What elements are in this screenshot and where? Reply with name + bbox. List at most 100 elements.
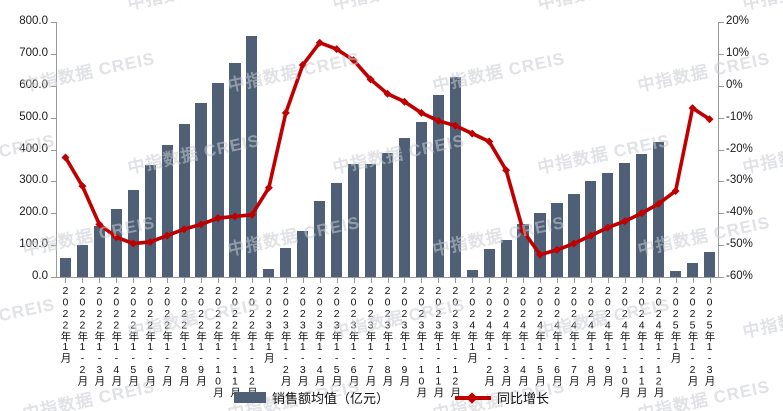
bar[interactable] xyxy=(331,182,343,277)
line-marker[interactable]: 2022年1-10月 -41.5% xyxy=(214,214,223,223)
bar[interactable] xyxy=(127,189,139,277)
y-axis-right-tick-label: -20% xyxy=(726,142,753,155)
line-marker[interactable]: 2024年1-2月 -17.5% xyxy=(485,137,494,146)
bar[interactable] xyxy=(703,252,716,277)
x-axis-tick-label: 2025年1-2月 xyxy=(686,285,699,386)
diamond-marker-icon xyxy=(466,391,478,404)
line-marker[interactable]: 2023年1-7月 2% xyxy=(366,75,375,84)
line-marker[interactable]: 2022年1-5月 -49.5% xyxy=(129,239,138,248)
bar[interactable] xyxy=(585,181,597,277)
line-marker[interactable]: 2024年1-12月 -37% xyxy=(654,199,663,208)
bar[interactable] xyxy=(398,137,411,277)
y-axis-left-tick-label: 400.0 xyxy=(19,142,48,155)
bar[interactable] xyxy=(110,209,122,277)
line-marker[interactable]: 2022年1月 -22.5% xyxy=(61,153,70,162)
x-axis-tick-mark xyxy=(709,278,711,283)
x-axis-tick-mark xyxy=(218,278,219,283)
bar[interactable] xyxy=(212,82,224,277)
line-marker[interactable]: 2023年1-2月 -8.5% xyxy=(281,108,290,117)
line-marker[interactable]: 2023年1-4月 13.5% xyxy=(315,38,324,47)
bar[interactable] xyxy=(229,62,241,277)
y-axis-right-tick-mark xyxy=(719,213,724,215)
line-marker[interactable]: 2023年1-6月 8% xyxy=(349,56,358,65)
bar[interactable] xyxy=(364,163,377,277)
bar[interactable] xyxy=(449,76,461,277)
line-marker[interactable]: 2023年1-11月 -11% xyxy=(434,116,443,125)
line-marker[interactable]: 2022年1-2月 -31.5% xyxy=(78,182,87,191)
bar[interactable] xyxy=(59,257,72,277)
x-axis-tick-mark xyxy=(184,278,186,283)
line-marker[interactable]: 2024年1-6月 -51.5% xyxy=(552,245,561,254)
line-marker[interactable]: 2023年1-9月 -5% xyxy=(400,97,409,106)
line-marker[interactable]: 2024年1-9月 -44.5% xyxy=(603,223,612,232)
bar[interactable] xyxy=(534,213,546,277)
x-axis-tick-mark xyxy=(523,278,525,283)
line-marker[interactable]: 2023年1-5月 11.5% xyxy=(332,45,341,54)
line-marker[interactable]: 2025年1月 -33% xyxy=(671,186,680,195)
line-series: 2022年1月 -22.5% 2022年1-2月 -31.5% 2022年1-3月 … xyxy=(61,38,714,259)
bar[interactable] xyxy=(144,164,156,277)
line-marker[interactable]: 2024年1-10月 -42.5% xyxy=(620,217,629,226)
x-axis-tick-mark xyxy=(319,278,321,283)
line-marker[interactable]: 2022年1-9月 -43.5% xyxy=(197,220,206,229)
x-axis-tick-label: 2022年1-12月 xyxy=(245,285,258,397)
x-axis-tick-label: 2024年1-5月 xyxy=(534,285,547,386)
line-marker[interactable]: 2025年1-2月 -7% xyxy=(688,104,697,113)
bar[interactable] xyxy=(348,163,360,277)
bar[interactable] xyxy=(466,270,478,277)
bar[interactable] xyxy=(195,103,207,277)
x-axis-tick-mark xyxy=(624,278,626,283)
bar[interactable] xyxy=(178,124,190,277)
bar[interactable] xyxy=(670,270,682,277)
bar[interactable] xyxy=(263,269,275,277)
line-marker[interactable]: 2022年1-6月 -49% xyxy=(146,237,155,246)
y-axis-right-tick-label: 0% xyxy=(726,78,743,91)
bar[interactable] xyxy=(432,95,444,277)
bar[interactable] xyxy=(500,239,512,277)
line-marker[interactable]: 2024年1-7月 -49.5% xyxy=(569,239,578,248)
x-axis-tick-label: 2023年1-8月 xyxy=(381,285,394,386)
bar[interactable] xyxy=(297,230,309,277)
bar[interactable] xyxy=(314,201,326,277)
bar[interactable] xyxy=(551,202,563,277)
legend-item-bar[interactable]: 销售额均值（亿元） xyxy=(233,388,389,407)
line-marker[interactable]: 2024年1-8月 -47% xyxy=(586,231,595,240)
bar[interactable] xyxy=(381,152,394,277)
line-marker[interactable]: 2022年1-12月 -40.5% xyxy=(247,210,256,219)
bar[interactable] xyxy=(568,193,580,277)
line-marker[interactable]: 2022年1-3月 -43.5% xyxy=(95,220,104,229)
y-axis-left-tick-mark xyxy=(51,85,56,87)
line-marker[interactable]: 2022年1-7月 -47% xyxy=(163,231,172,240)
line-marker[interactable]: 2025年1-3月 -10.5% xyxy=(705,115,714,124)
bar[interactable] xyxy=(76,245,88,277)
bar[interactable] xyxy=(686,262,699,277)
legend-item-line[interactable]: 同比增长 xyxy=(455,388,549,407)
bar[interactable] xyxy=(653,142,665,277)
line-marker[interactable]: 2024年1-5月 -53% xyxy=(536,250,545,259)
x-axis-tick-mark xyxy=(201,278,203,283)
line-marker[interactable]: 2023年1-8月 -2.5% xyxy=(383,89,392,98)
bar[interactable] xyxy=(415,121,427,277)
line-marker[interactable]: 2023年1-12月 -12.5% xyxy=(451,121,460,130)
line-marker[interactable]: 2023年1月 -32% xyxy=(264,183,273,192)
bar[interactable] xyxy=(161,145,173,277)
line-marker[interactable]: 2022年1-4月 -47.5% xyxy=(112,233,121,242)
line-marker[interactable]: 2024年1-11月 -40% xyxy=(637,209,646,218)
line-marker[interactable]: 2023年1-10月 -8.5% xyxy=(417,108,426,117)
x-axis-tick-mark xyxy=(268,278,270,283)
line-marker[interactable]: 2022年1-11月 -41% xyxy=(230,212,239,221)
bar[interactable] xyxy=(517,224,529,277)
line-marker[interactable]: 2022年1-8月 -45% xyxy=(180,225,189,234)
y-axis-left-tick-mark xyxy=(51,53,56,55)
x-axis-tick-label: 2022年1-6月 xyxy=(144,285,157,386)
bar[interactable] xyxy=(483,248,495,277)
line-marker[interactable]: 2024年1月 -15% xyxy=(468,129,477,138)
y-axis-left-tick-mark xyxy=(51,277,56,278)
line-marker[interactable]: 2024年1-3月 -26.5% xyxy=(502,166,511,175)
line-marker[interactable]: 2023年1-3月 6.5% xyxy=(298,61,307,70)
line-marker[interactable]: 2024年1-4月 -45.5% xyxy=(519,226,528,235)
bar[interactable] xyxy=(246,35,258,277)
bar[interactable] xyxy=(280,248,292,277)
bar[interactable] xyxy=(93,226,105,277)
y-axis-left-tick-label: 200.0 xyxy=(19,206,48,219)
